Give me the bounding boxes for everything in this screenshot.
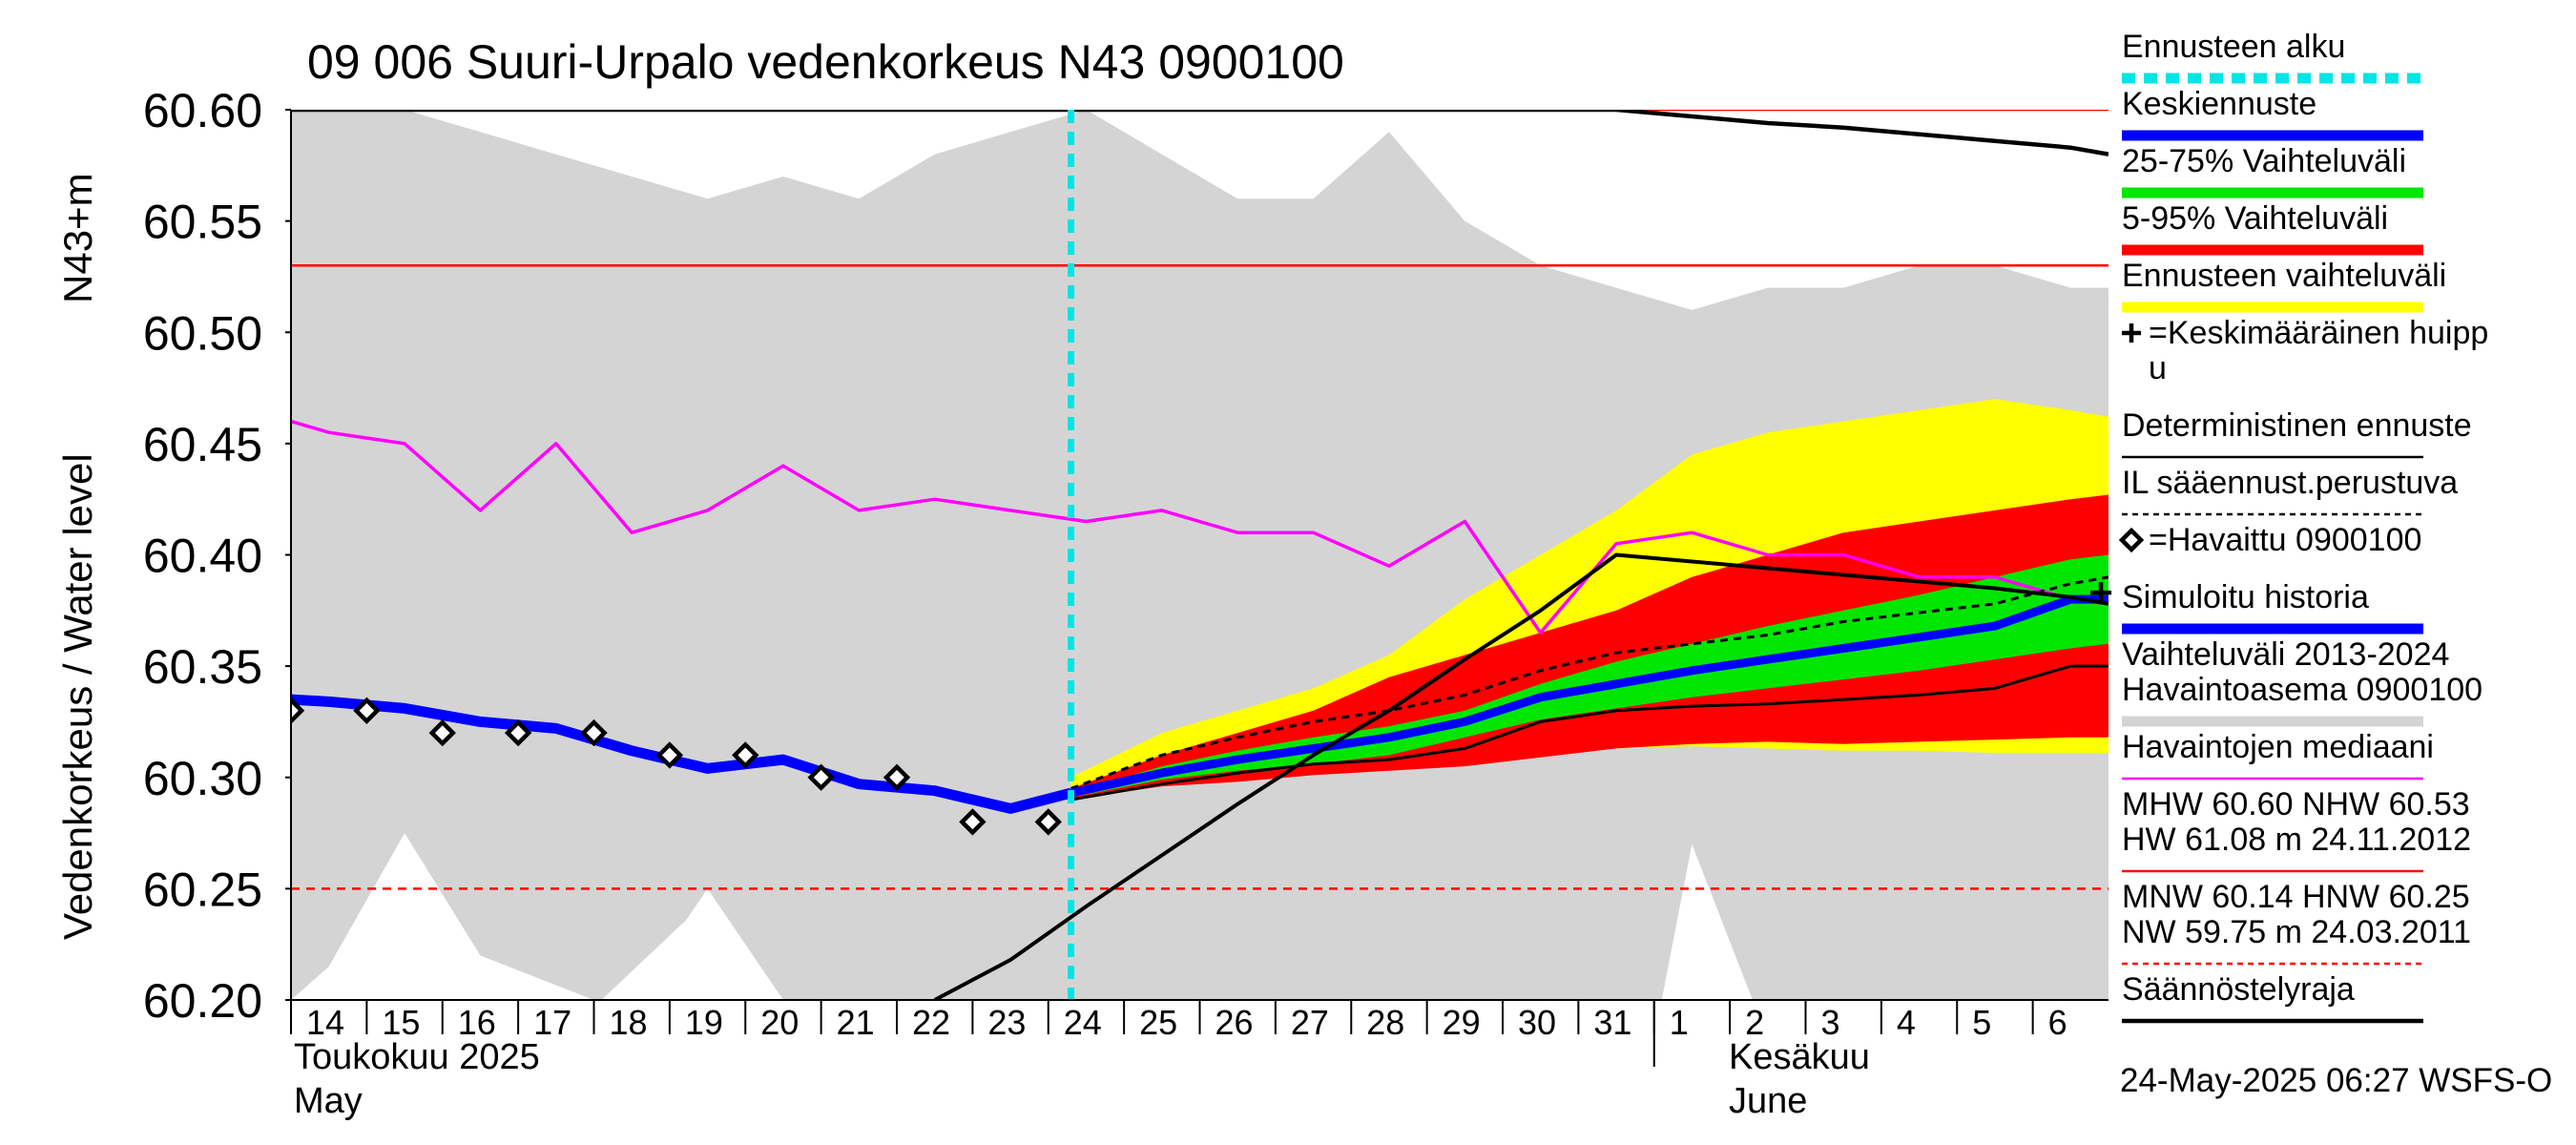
month-label-may-fi: Toukokuu 2025 bbox=[294, 1037, 540, 1077]
series-keskiennuste bbox=[1070, 594, 2109, 798]
observed-point bbox=[959, 808, 987, 836]
y-tick-label: 60.55 bbox=[143, 196, 262, 249]
x-tick-label: 2 bbox=[1745, 1003, 1764, 1042]
month-label-may-en: May bbox=[294, 1081, 363, 1121]
x-tick-label: 28 bbox=[1366, 1003, 1404, 1042]
legend-label-9: Simuloitu historia bbox=[2122, 579, 2369, 615]
legend-label-0: Ennusteen alku bbox=[2122, 29, 2345, 65]
series-s-nn-stelyraja bbox=[291, 110, 2109, 156]
legend-label-14: Säännöstelyraja bbox=[2122, 971, 2355, 1008]
observed-point bbox=[807, 763, 835, 791]
observed-point bbox=[1034, 808, 1062, 836]
hist-range-gap-2 bbox=[1661, 843, 1753, 1000]
x-tick-label: 14 bbox=[306, 1003, 344, 1042]
x-tick-label: 23 bbox=[987, 1003, 1026, 1042]
observed-point bbox=[580, 718, 608, 747]
legend-label-2: 25-75% Vaihteluväli bbox=[2122, 143, 2406, 179]
x-tick-label: 26 bbox=[1215, 1003, 1254, 1042]
x-tick-label: 29 bbox=[1443, 1003, 1481, 1042]
legend-label-10: Havaintoasema 0900100 bbox=[2122, 672, 2483, 708]
series-havaintojen-mediaani bbox=[291, 419, 2109, 635]
x-tick-label: 22 bbox=[912, 1003, 950, 1042]
legend-label-12: HW 61.08 m 24.11.2012 bbox=[2122, 822, 2471, 858]
x-tick-label: 25 bbox=[1139, 1003, 1177, 1042]
observed-point bbox=[732, 741, 759, 769]
series-deterministinen-ennuste bbox=[933, 552, 2109, 1000]
y-tick-label: 60.25 bbox=[143, 863, 262, 916]
y-tick-label: 60.35 bbox=[143, 640, 262, 694]
x-tick-label: 21 bbox=[837, 1003, 875, 1042]
legend-label-11: Havaintojen mediaani bbox=[2122, 729, 2434, 765]
hist-range-gap-1 bbox=[601, 900, 783, 1000]
x-tick-label: 17 bbox=[533, 1003, 571, 1042]
legend-diamond-icon bbox=[2118, 527, 2145, 553]
legend-label-13: MNW 60.14 HNW 60.25 bbox=[2122, 879, 2470, 915]
timestamp: 24-May-2025 06:27 WSFS-O bbox=[2120, 1062, 2552, 1099]
legend-label-5: =Keskimääräinen huipp bbox=[2149, 315, 2488, 351]
legend-label-4: Ennusteen vaihteluväli bbox=[2122, 258, 2446, 294]
y-tick-label: 60.30 bbox=[143, 752, 262, 805]
y-tick-label: 60.60 bbox=[143, 84, 262, 137]
x-tick-label: 30 bbox=[1518, 1003, 1556, 1042]
x-tick-label: 5 bbox=[1972, 1003, 1991, 1042]
observed-point bbox=[353, 697, 381, 724]
series-il-s-nnenust-perustuva bbox=[1070, 575, 2109, 790]
y-tick-label: 60.20 bbox=[143, 974, 262, 1028]
observed-point bbox=[428, 718, 456, 747]
month-label-june-fi: Kesäkuu bbox=[1729, 1037, 1870, 1077]
observed-point bbox=[883, 763, 911, 791]
legend-label-10: Vaihteluväli 2013-2024 bbox=[2122, 636, 2449, 673]
legend-label-7: IL sääennust.perustuva bbox=[2122, 465, 2458, 501]
chart-title: 09 006 Suuri-Urpalo vedenkorkeus N43 090… bbox=[307, 35, 1344, 89]
plot-clip-group bbox=[291, 110, 2109, 1000]
y-axis-unit: N43+m bbox=[55, 173, 100, 303]
legend-label-6: Deterministinen ennuste bbox=[2122, 407, 2472, 444]
x-tick-label: 4 bbox=[1897, 1003, 1916, 1042]
x-tick-label: 3 bbox=[1821, 1003, 1840, 1042]
y-tick-label: 60.45 bbox=[143, 418, 262, 471]
x-tick-label: 24 bbox=[1064, 1003, 1102, 1042]
x-tick-label: 16 bbox=[458, 1003, 496, 1042]
x-tick-label: 27 bbox=[1291, 1003, 1329, 1042]
legend-label-12: MHW 60.60 NHW 60.53 bbox=[2122, 786, 2470, 822]
x-tick-label: 18 bbox=[610, 1003, 648, 1042]
x-tick-label: 19 bbox=[685, 1003, 723, 1042]
y-tick-label: 60.50 bbox=[143, 306, 262, 360]
y-axis-label: Vedenkorkeus / Water level bbox=[55, 453, 100, 940]
axes: 60.20 60.25 60.30 60.35 60.40 60.45 60.50 60.55… bbox=[143, 84, 2109, 1067]
hist-range-gap-0 bbox=[291, 833, 594, 1000]
band-5-95 bbox=[1070, 494, 2109, 801]
series-lower-forecast bbox=[1070, 664, 2109, 802]
observed-point bbox=[655, 741, 684, 769]
observed-point bbox=[504, 718, 532, 747]
legend-label-3: 5-95% Vaihteluväli bbox=[2122, 200, 2388, 237]
x-tick-label: 15 bbox=[382, 1003, 420, 1042]
legend: Ennusteen alku Keskiennuste 25-75% Vaihtel… bbox=[2118, 29, 2488, 1024]
observed-point bbox=[291, 697, 305, 724]
plot-area bbox=[291, 110, 2112, 1000]
month-label-june-en: June bbox=[1729, 1081, 1807, 1121]
legend-plus-icon bbox=[2122, 323, 2141, 343]
x-tick-label: 31 bbox=[1593, 1003, 1631, 1042]
y-tick-label: 60.40 bbox=[143, 530, 262, 583]
legend-label-8: =Havaittu 0900100 bbox=[2149, 522, 2421, 558]
band-25-75 bbox=[1070, 554, 2109, 798]
mean-peak-marker bbox=[2090, 582, 2112, 604]
hist-range-band bbox=[291, 110, 2109, 1000]
legend-label-1: Keskiennuste bbox=[2122, 86, 2316, 122]
legend-label-13: NW 59.75 m 24.03.2011 bbox=[2122, 914, 2471, 950]
x-tick-label: 6 bbox=[2048, 1003, 2067, 1042]
x-tick-label: 20 bbox=[760, 1003, 799, 1042]
x-tick-label: 1 bbox=[1670, 1003, 1689, 1042]
legend-label-5: u bbox=[2149, 350, 2167, 386]
